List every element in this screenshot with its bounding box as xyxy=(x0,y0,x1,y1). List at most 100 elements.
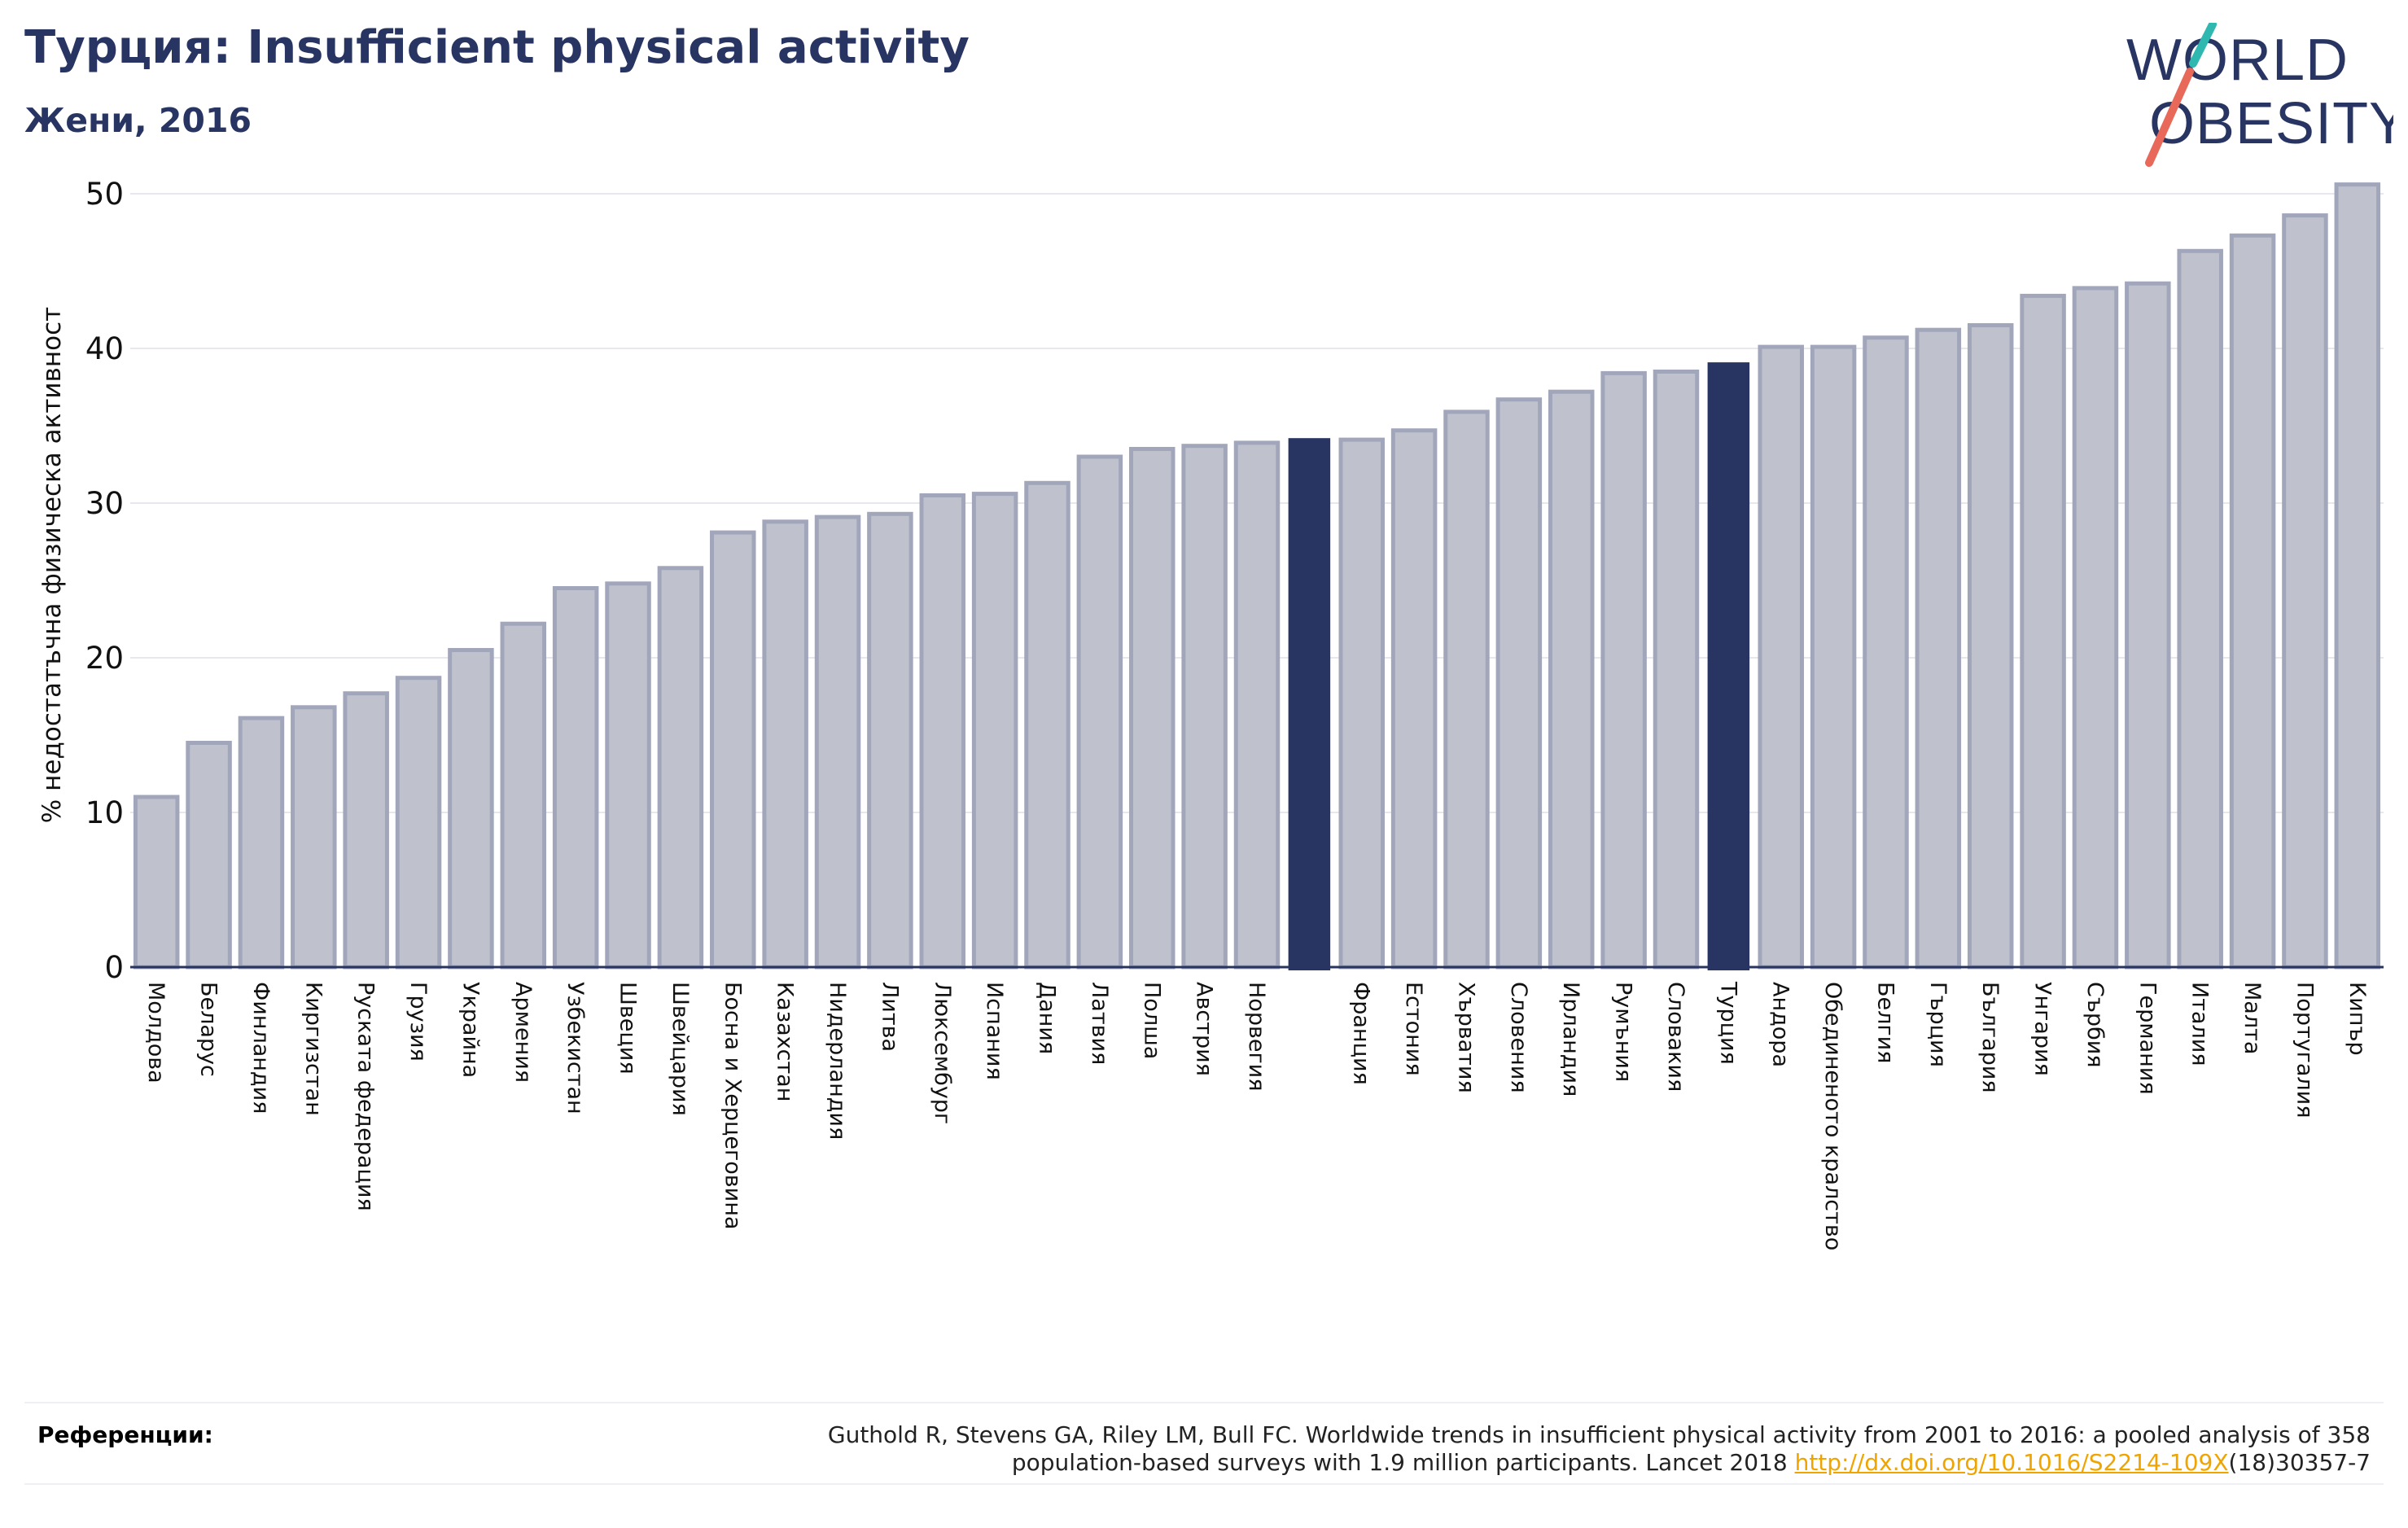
x-tick-label: Гърция xyxy=(1925,982,1950,1067)
bar xyxy=(657,566,704,970)
x-tick-label: Франция xyxy=(1349,982,1374,1085)
x-tick-label: Унгария xyxy=(2030,982,2056,1076)
bar xyxy=(1233,440,1281,970)
reference-doi-link[interactable]: http://dx.doi.org/10.1016/S2214-109X xyxy=(1794,1449,2229,1476)
logo-slash-teal xyxy=(2189,23,2217,68)
bar xyxy=(1967,323,2014,970)
bar xyxy=(1863,335,1909,970)
x-tick-label: Португалия xyxy=(2292,982,2317,1118)
x-tick-label: Андора xyxy=(1768,982,1793,1067)
x-tick-label: Словения xyxy=(1506,982,1531,1093)
bar xyxy=(2177,248,2223,970)
x-tick-label: Молдова xyxy=(143,982,169,1084)
y-tick-label: 50 xyxy=(85,177,124,212)
bar xyxy=(1548,389,1595,970)
bar xyxy=(762,519,808,970)
bar xyxy=(2020,293,2066,970)
bar xyxy=(1076,454,1123,970)
bar xyxy=(1129,447,1176,970)
bar xyxy=(2072,286,2119,970)
bar xyxy=(2282,213,2328,970)
x-tick-label: Дания xyxy=(1035,982,1060,1054)
bar xyxy=(2125,281,2171,970)
bar xyxy=(1810,344,1857,970)
bar xyxy=(710,530,756,970)
bar xyxy=(1600,370,1647,970)
bar xyxy=(1653,370,1700,970)
bar xyxy=(605,581,651,970)
bar xyxy=(971,492,1018,970)
bar xyxy=(343,691,389,970)
y-tick-label: 10 xyxy=(85,795,124,830)
reference-line-2-text: population-based surveys with 1.9 millio… xyxy=(1011,1449,1795,1476)
x-tick-label: Руската федерация xyxy=(353,982,379,1211)
x-tick-label: България xyxy=(1977,982,2003,1093)
chart-subtitle: Жени, 2016 xyxy=(24,101,252,140)
bar xyxy=(133,795,180,970)
bar xyxy=(1443,409,1490,970)
bar xyxy=(1338,437,1385,970)
y-tick-label: 30 xyxy=(85,486,124,521)
bar xyxy=(186,741,232,970)
x-tick-label: Киргизстан xyxy=(300,982,326,1116)
x-tick-label: Полша xyxy=(1139,982,1164,1059)
reference-line-1: Guthold R, Stevens GA, Riley LM, Bull FC… xyxy=(827,1421,2371,1448)
x-tick-label: Беларус xyxy=(196,982,221,1077)
bar xyxy=(1495,397,1543,970)
x-tick-label: Швейцария xyxy=(668,982,693,1116)
x-tick-label: Италия xyxy=(2187,982,2213,1066)
bar xyxy=(552,586,599,970)
bar xyxy=(1707,362,1750,971)
x-tick-label: Казахстан xyxy=(773,982,798,1101)
y-tick-label: 20 xyxy=(85,641,124,676)
bar xyxy=(500,621,547,970)
x-tick-label: Узбекистан xyxy=(563,982,588,1114)
y-tick-label: 40 xyxy=(85,331,124,366)
bar xyxy=(2229,233,2276,970)
reference-line-2-suffix: (18)30357-7 xyxy=(2228,1449,2371,1476)
references-divider-bottom xyxy=(24,1483,2384,1485)
bar xyxy=(238,716,285,970)
world-obesity-logo: WORLD OBESITY xyxy=(2126,23,2393,167)
bar xyxy=(395,676,442,970)
x-tick-label: Латвия xyxy=(1087,982,1112,1065)
bar xyxy=(291,705,337,970)
x-tick-label: Кипър xyxy=(2345,982,2370,1056)
x-tick-label: Словакия xyxy=(1663,982,1688,1092)
x-tick-label: Люксембург xyxy=(930,982,955,1124)
logo-obesity-text: OBESITY xyxy=(2149,91,2393,156)
references-text: Guthold R, Stevens GA, Riley LM, Bull FC… xyxy=(828,1421,2371,1477)
x-tick-label: Обединеното кралство xyxy=(1820,982,1845,1250)
x-tick-label: Грузия xyxy=(405,982,431,1062)
x-tick-label: Норвегия xyxy=(1244,982,1269,1091)
x-tick-label: Ирландия xyxy=(1558,982,1583,1097)
bar xyxy=(448,648,494,970)
bar xyxy=(1758,344,1804,970)
x-tick-label: Белгия xyxy=(1872,982,1898,1063)
y-axis-label: % недостатъчна физическа активност xyxy=(37,307,67,823)
bar xyxy=(1288,438,1331,970)
x-tick-label: Румъния xyxy=(1611,982,1636,1082)
x-tick-label: Германия xyxy=(2134,982,2160,1095)
x-tick-label: Хърватия xyxy=(1453,982,1478,1093)
bar xyxy=(2334,182,2381,970)
x-tick-label: Турция xyxy=(1715,981,1740,1065)
bar xyxy=(919,493,966,970)
reference-line-2: population-based surveys with 1.9 millio… xyxy=(828,1449,2371,1477)
x-tick-label: Босна и Херцеговина xyxy=(720,982,745,1229)
logo-slash-red xyxy=(2145,68,2194,167)
bar xyxy=(867,511,913,970)
y-tick-label: 0 xyxy=(104,950,124,985)
bar xyxy=(1915,327,1962,970)
bar xyxy=(814,514,861,970)
chart-title: Турция: Insufficient physical activity xyxy=(24,21,970,74)
x-tick-label: Украйна xyxy=(458,982,483,1078)
bar-chart: 0 10 20 30 40 50 % недостатъчна физическа акти… xyxy=(37,177,2384,1250)
bar xyxy=(1181,444,1228,970)
x-tick-label: Нидерландия xyxy=(825,982,850,1140)
x-tick-label: Малта xyxy=(2239,982,2265,1054)
references-divider-top xyxy=(24,1402,2384,1403)
x-tick-label: Австрия xyxy=(1192,982,1217,1076)
references-label: Референции: xyxy=(37,1421,213,1448)
logo-world-text: WORLD xyxy=(2126,28,2349,93)
